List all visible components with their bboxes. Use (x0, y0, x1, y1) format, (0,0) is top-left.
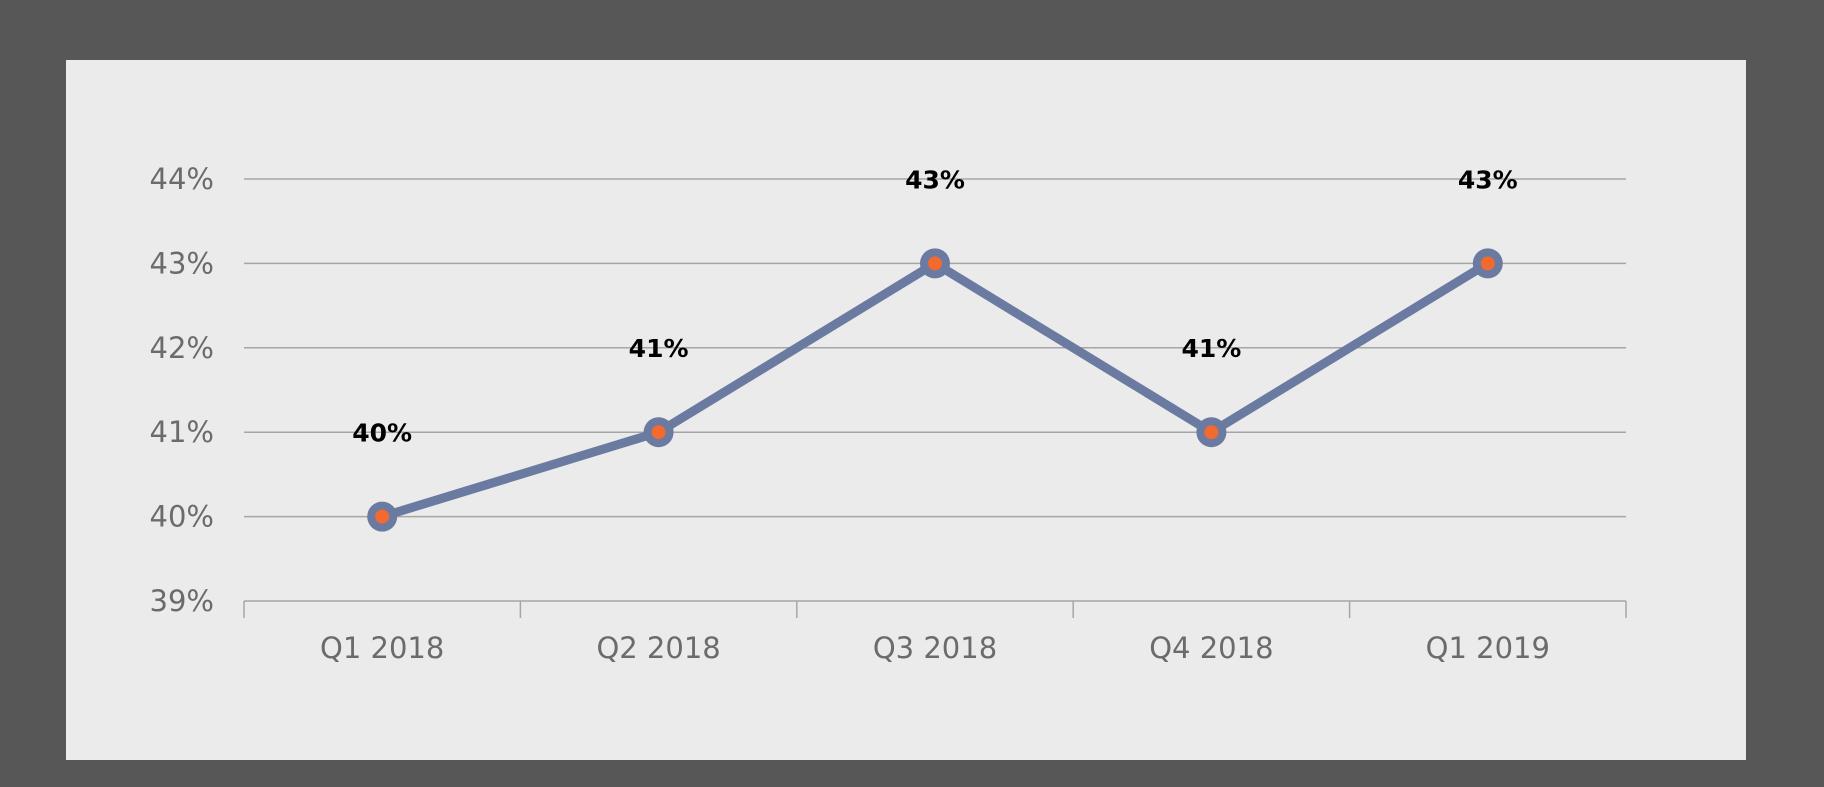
x-tick-label: Q2 2018 (596, 631, 720, 665)
data-point-center (1480, 256, 1495, 271)
line-chart: 39% 40% 41% 42% 43% 44% Q1 2018 Q2 2018 Q3 2018… (150, 162, 1627, 665)
data-point-center (651, 425, 666, 440)
x-axis: Q1 2018 Q2 2018 Q3 2018 Q4 2018 Q1 2019 (243, 600, 1627, 665)
data-point-center (928, 256, 942, 271)
series-markers (367, 248, 1503, 532)
y-tick-label-44: 44% (150, 162, 214, 196)
y-tick-label-39: 39% (150, 584, 214, 618)
y-axis-ticks: 39% 40% 41% 42% 43% 44% (150, 162, 214, 618)
x-tick-label: Q4 2018 (1149, 631, 1273, 665)
data-label: 43% (1458, 165, 1518, 194)
series-line-0 (377, 258, 1493, 522)
y-tick-label-41: 41% (150, 415, 214, 449)
data-point-center (375, 509, 390, 524)
data-labels: 40% 41% 43% 41% 43% (352, 165, 1517, 447)
data-point-center (1204, 425, 1219, 440)
data-label: 41% (1181, 334, 1241, 363)
y-tick-label-42: 42% (150, 331, 214, 365)
y-tick-label-43: 43% (150, 246, 214, 280)
data-label: 41% (629, 334, 689, 363)
x-tick-label: Q3 2018 (873, 631, 997, 665)
x-tick-label: Q1 2019 (1426, 631, 1550, 665)
y-tick-label-40: 40% (150, 500, 214, 534)
data-label: 43% (905, 165, 965, 194)
data-label: 40% (352, 419, 412, 448)
chart-panel: 39% 40% 41% 42% 43% 44% Q1 2018 Q2 2018 Q3 2018… (66, 60, 1746, 760)
gridlines (244, 178, 1626, 518)
x-tick-label: Q1 2018 (320, 631, 444, 665)
series-line (377, 258, 1493, 522)
